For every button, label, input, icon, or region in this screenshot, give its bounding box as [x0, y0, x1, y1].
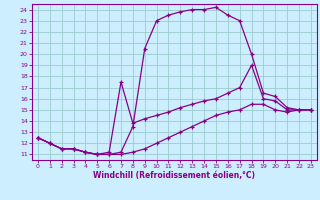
X-axis label: Windchill (Refroidissement éolien,°C): Windchill (Refroidissement éolien,°C): [93, 171, 255, 180]
